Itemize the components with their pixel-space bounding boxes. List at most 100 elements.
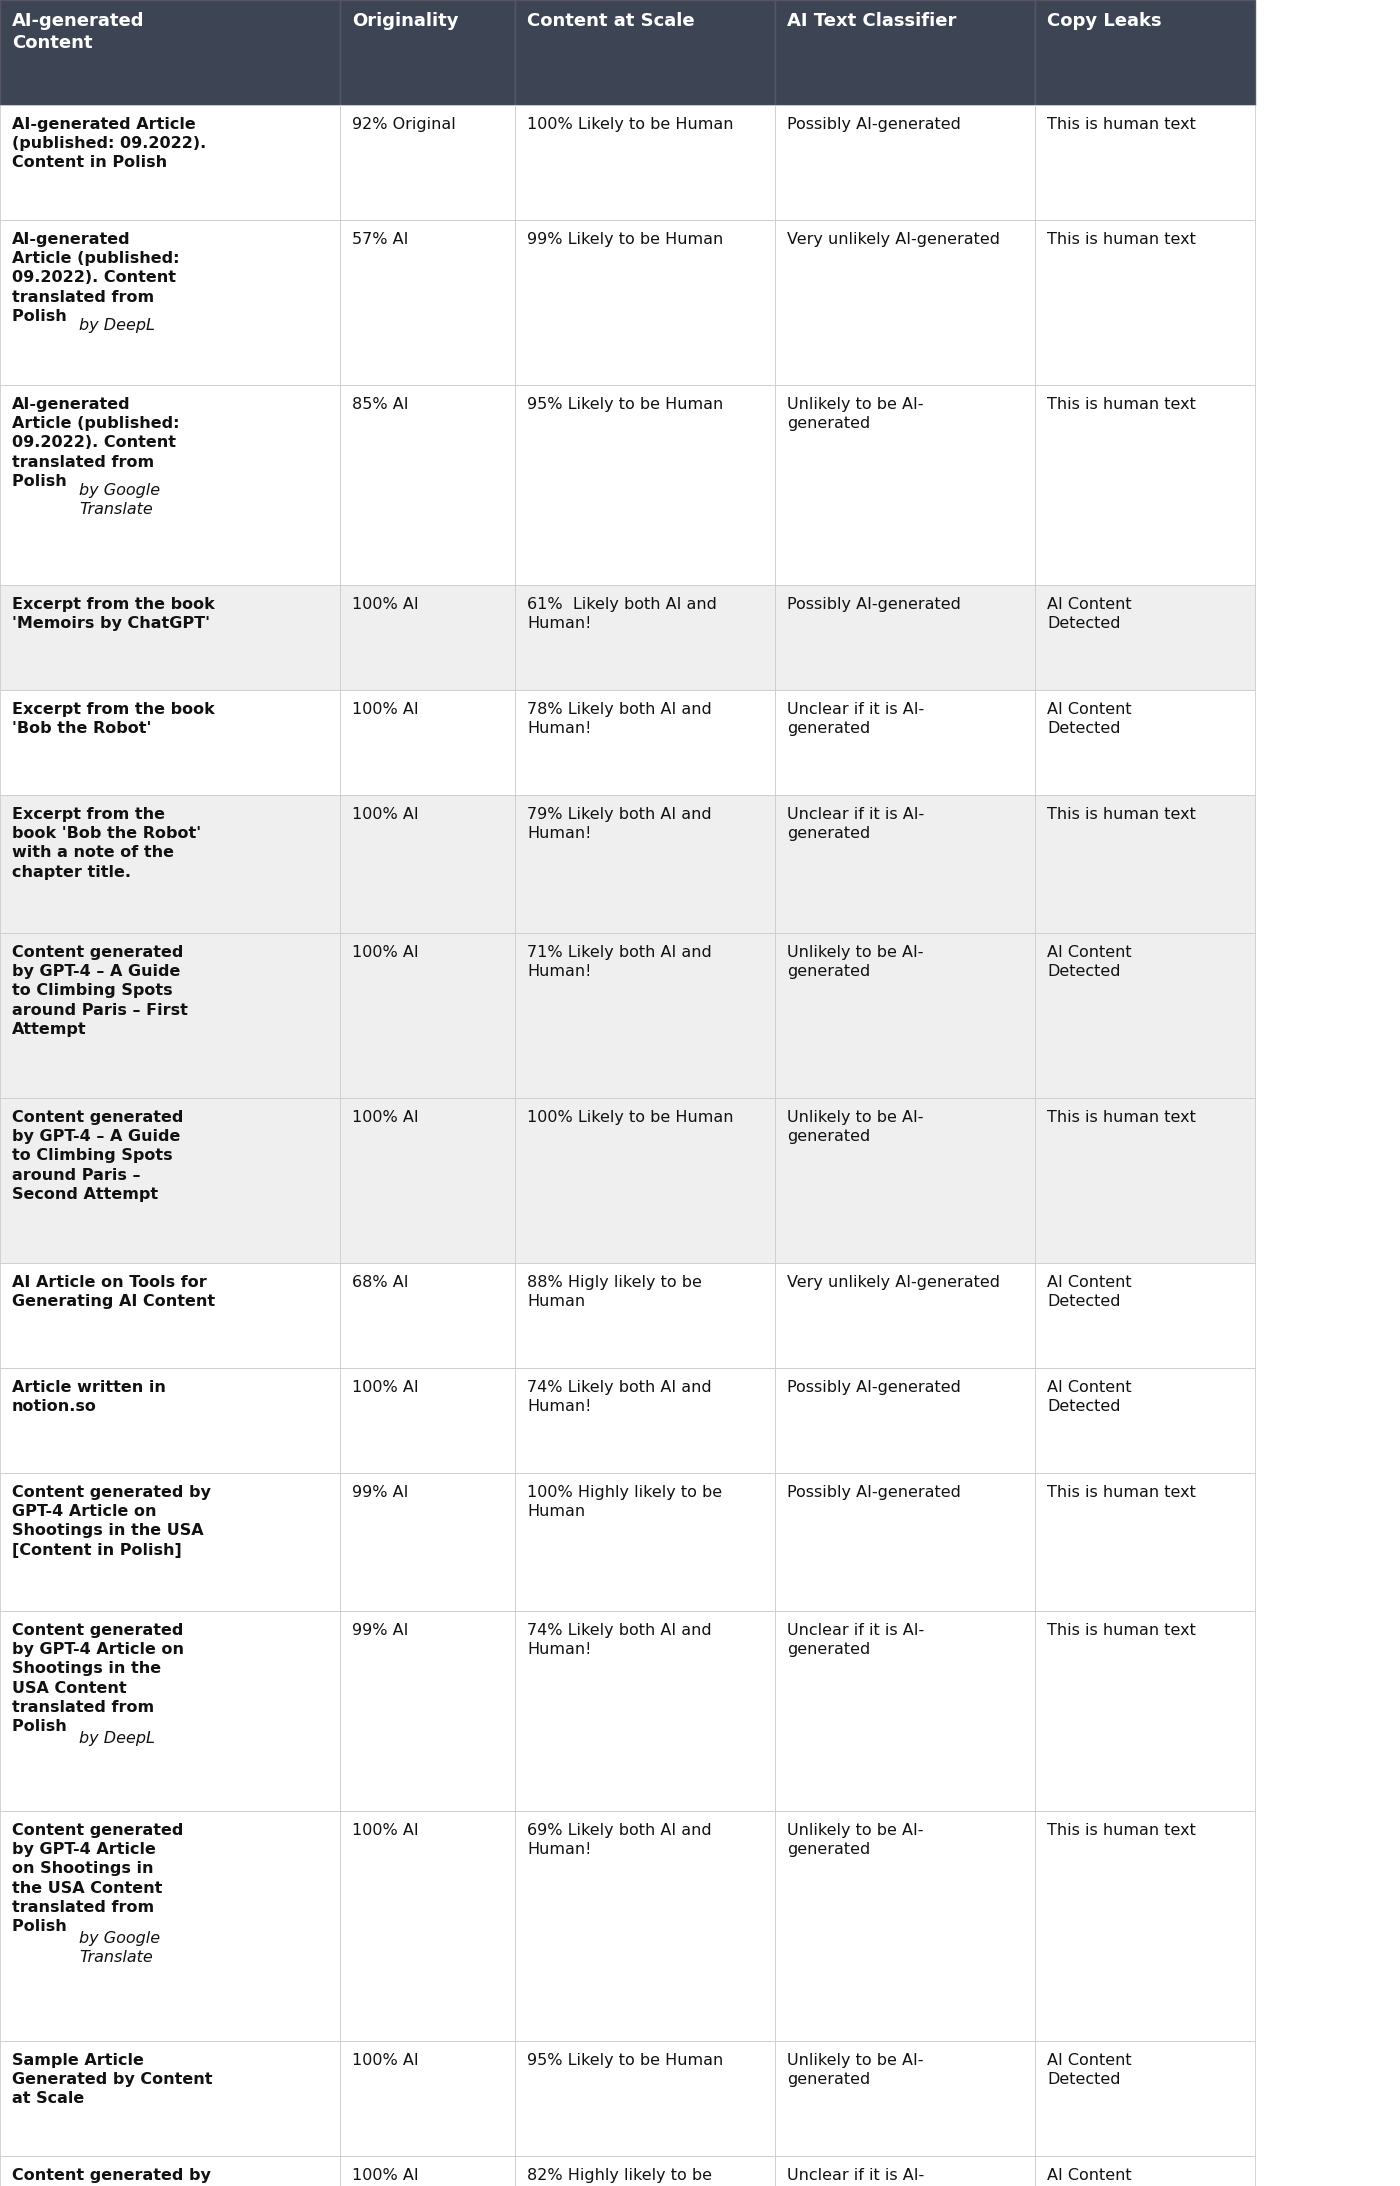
- Bar: [776, 1473, 1035, 1611]
- Bar: [340, 1810, 515, 2042]
- Text: This is human text: This is human text: [1047, 118, 1196, 131]
- Text: AI Content
Detected: AI Content Detected: [1047, 702, 1131, 737]
- Bar: [1035, 1473, 1254, 1611]
- Text: Possibly AI-generated: Possibly AI-generated: [787, 118, 960, 131]
- Bar: [0, 796, 340, 933]
- Text: 95% Likely to be Human: 95% Likely to be Human: [526, 398, 724, 411]
- Bar: [776, 1611, 1035, 1810]
- Text: 85% AI: 85% AI: [351, 398, 409, 411]
- Bar: [515, 691, 776, 796]
- Text: This is human text: This is human text: [1047, 1110, 1196, 1126]
- Bar: [1035, 2042, 1254, 2155]
- Text: 100% AI: 100% AI: [351, 597, 419, 612]
- Text: 99% AI: 99% AI: [351, 1484, 409, 1500]
- Bar: [1035, 586, 1254, 691]
- Text: 100% AI: 100% AI: [351, 944, 419, 960]
- Bar: [776, 1368, 1035, 1473]
- Text: AI-generated
Article (published:
09.2022). Content
translated from
Polish: AI-generated Article (published: 09.2022…: [13, 232, 179, 324]
- Text: AI Content
Detected: AI Content Detected: [1047, 1379, 1131, 1414]
- Text: Originality: Originality: [351, 11, 459, 31]
- Text: AI Content
Detected: AI Content Detected: [1047, 2169, 1131, 2186]
- Bar: [0, 1264, 340, 1368]
- Text: Article written in
notion.so: Article written in notion.so: [13, 1379, 165, 1414]
- Bar: [776, 0, 1035, 105]
- Bar: [340, 0, 515, 105]
- Text: Content generated
by GPT-4 – A Guide
to Climbing Spots
around Paris – First
Atte: Content generated by GPT-4 – A Guide to …: [13, 944, 188, 1036]
- Text: 71% Likely both AI and
Human!: 71% Likely both AI and Human!: [526, 944, 711, 979]
- Bar: [1035, 105, 1254, 221]
- Bar: [340, 691, 515, 796]
- Bar: [1035, 2155, 1254, 2186]
- Text: AI Text Classifier: AI Text Classifier: [787, 11, 956, 31]
- Text: by DeepL: by DeepL: [78, 1731, 155, 1747]
- Text: Excerpt from the book
'Memoirs by ChatGPT': Excerpt from the book 'Memoirs by ChatGP…: [13, 597, 214, 632]
- Bar: [0, 221, 340, 385]
- Bar: [1035, 1810, 1254, 2042]
- Text: Content generated by
GPT-3.5 on Running
Injuries (Generated in
English): Content generated by GPT-3.5 on Running …: [13, 2169, 211, 2186]
- Bar: [0, 1097, 340, 1264]
- Text: 69% Likely both AI and
Human!: 69% Likely both AI and Human!: [526, 1823, 711, 1858]
- Bar: [1035, 691, 1254, 796]
- Text: Content at Scale: Content at Scale: [526, 11, 694, 31]
- Bar: [515, 933, 776, 1097]
- Text: This is human text: This is human text: [1047, 1823, 1196, 1838]
- Text: Excerpt from the
book 'Bob the Robot'
with a note of the
chapter title.: Excerpt from the book 'Bob the Robot' wi…: [13, 807, 202, 879]
- Text: This is human text: This is human text: [1047, 1484, 1196, 1500]
- Text: AI Content
Detected: AI Content Detected: [1047, 944, 1131, 979]
- Text: Content generated
by GPT-4 Article
on Shootings in
the USA Content
translated fr: Content generated by GPT-4 Article on Sh…: [13, 1823, 183, 1935]
- Bar: [515, 586, 776, 691]
- Text: 100% Likely to be Human: 100% Likely to be Human: [526, 118, 734, 131]
- Text: This is human text: This is human text: [1047, 232, 1196, 247]
- Bar: [776, 105, 1035, 221]
- Text: Unclear if it is AI-
generated: Unclear if it is AI- generated: [787, 2169, 924, 2186]
- Text: AI-generated
Article (published:
09.2022). Content
translated from
Polish: AI-generated Article (published: 09.2022…: [13, 398, 179, 490]
- Text: AI Content
Detected: AI Content Detected: [1047, 597, 1131, 632]
- Bar: [340, 221, 515, 385]
- Text: by DeepL: by DeepL: [78, 319, 155, 332]
- Bar: [515, 105, 776, 221]
- Bar: [515, 1264, 776, 1368]
- Text: by Google
Translate: by Google Translate: [78, 483, 160, 518]
- Bar: [776, 1810, 1035, 2042]
- Bar: [776, 1097, 1035, 1264]
- Bar: [340, 586, 515, 691]
- Text: Possibly AI-generated: Possibly AI-generated: [787, 1379, 960, 1395]
- Bar: [340, 796, 515, 933]
- Bar: [1035, 1368, 1254, 1473]
- Bar: [776, 221, 1035, 385]
- Bar: [776, 2155, 1035, 2186]
- Bar: [776, 691, 1035, 796]
- Bar: [1035, 0, 1254, 105]
- Bar: [515, 1097, 776, 1264]
- Text: AI Content
Detected: AI Content Detected: [1047, 1274, 1131, 1309]
- Bar: [340, 105, 515, 221]
- Text: This is human text: This is human text: [1047, 807, 1196, 822]
- Text: Unlikely to be AI-
generated: Unlikely to be AI- generated: [787, 2053, 924, 2088]
- Bar: [0, 586, 340, 691]
- Text: 100% Highly likely to be
Human: 100% Highly likely to be Human: [526, 1484, 722, 1519]
- Text: Possibly AI-generated: Possibly AI-generated: [787, 597, 960, 612]
- Text: 68% AI: 68% AI: [351, 1274, 409, 1290]
- Bar: [515, 221, 776, 385]
- Bar: [0, 1611, 340, 1810]
- Text: This is human text: This is human text: [1047, 398, 1196, 411]
- Bar: [515, 0, 776, 105]
- Bar: [515, 1368, 776, 1473]
- Text: Unlikely to be AI-
generated: Unlikely to be AI- generated: [787, 1823, 924, 1858]
- Bar: [776, 933, 1035, 1097]
- Bar: [0, 933, 340, 1097]
- Bar: [776, 586, 1035, 691]
- Bar: [340, 1473, 515, 1611]
- Text: Copy Leaks: Copy Leaks: [1047, 11, 1162, 31]
- Bar: [340, 385, 515, 586]
- Bar: [776, 2042, 1035, 2155]
- Text: Unlikely to be AI-
generated: Unlikely to be AI- generated: [787, 944, 924, 979]
- Bar: [0, 1473, 340, 1611]
- Bar: [1035, 1611, 1254, 1810]
- Bar: [340, 2042, 515, 2155]
- Text: Excerpt from the book
'Bob the Robot': Excerpt from the book 'Bob the Robot': [13, 702, 214, 737]
- Text: 61%  Likely both AI and
Human!: 61% Likely both AI and Human!: [526, 597, 717, 632]
- Text: 79% Likely both AI and
Human!: 79% Likely both AI and Human!: [526, 807, 711, 842]
- Text: 100% AI: 100% AI: [351, 2169, 419, 2184]
- Text: 100% AI: 100% AI: [351, 807, 419, 822]
